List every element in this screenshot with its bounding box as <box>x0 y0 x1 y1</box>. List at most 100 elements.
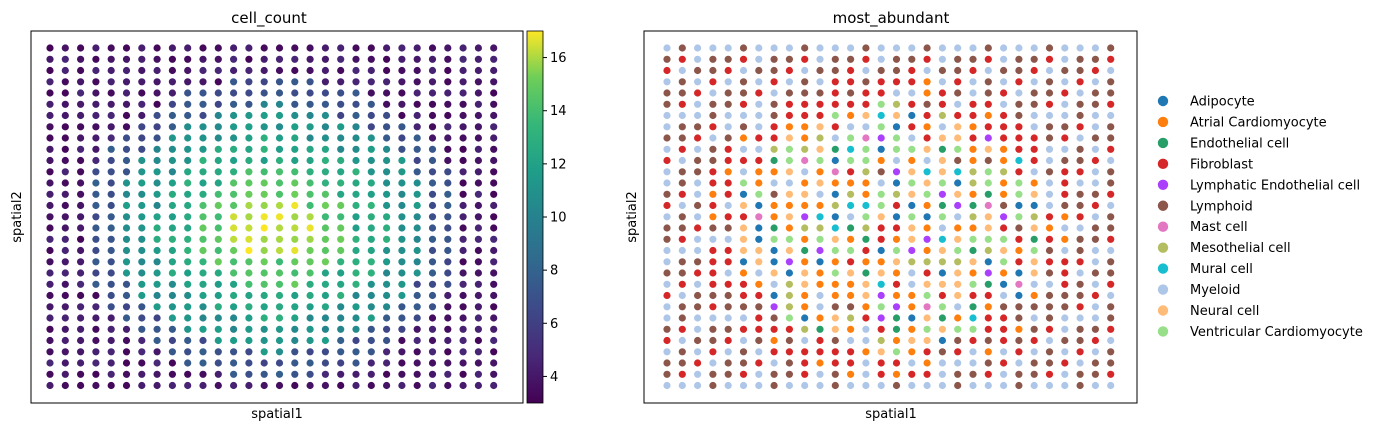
cell-count-point <box>367 224 375 232</box>
most-abundant-point <box>801 78 809 86</box>
most-abundant-point <box>678 314 686 322</box>
most-abundant-point <box>785 336 794 345</box>
most-abundant-point <box>739 314 748 322</box>
cell-count-point <box>214 156 222 165</box>
cell-count-point <box>77 258 85 266</box>
most-abundant-point <box>1045 66 1054 75</box>
cell-count-point <box>245 123 253 131</box>
legend-marker <box>1157 242 1169 253</box>
cell-count-point <box>444 303 452 311</box>
most-abundant-point <box>709 359 717 367</box>
cell-count-point <box>199 381 207 390</box>
cell-count-point <box>199 100 207 108</box>
cell-count-point <box>337 314 345 322</box>
legend-marker <box>1157 200 1169 211</box>
cell-count-point <box>321 359 329 367</box>
cell-count-point <box>214 100 222 108</box>
cell-count-point <box>367 100 375 108</box>
most-abundant-point <box>1061 168 1069 176</box>
cell-count-point <box>107 201 115 210</box>
cell-count-point <box>383 269 391 277</box>
most-abundant-point <box>877 314 885 322</box>
cell-count-point <box>291 156 299 165</box>
most-abundant-point <box>831 201 839 210</box>
cell-count-point <box>291 179 299 187</box>
cell-count-point <box>444 381 452 390</box>
most-abundant-point <box>1030 190 1038 198</box>
most-abundant-point <box>1107 213 1115 221</box>
cell-count-point <box>214 235 222 243</box>
most-abundant-point <box>663 235 671 243</box>
most-abundant-point <box>1061 359 1069 367</box>
most-abundant-point <box>1107 291 1115 300</box>
cell-count-point <box>61 89 69 97</box>
most-abundant-point <box>694 370 702 378</box>
most-abundant-point <box>694 89 702 97</box>
most-abundant-point <box>801 44 809 52</box>
cell-count-point <box>398 66 406 75</box>
most-abundant-point <box>770 179 778 187</box>
most-abundant-point <box>770 66 778 75</box>
most-abundant-point <box>1061 55 1069 63</box>
most-abundant-point <box>938 381 947 390</box>
cell-count-point <box>367 123 375 131</box>
most-abundant-point <box>908 201 916 210</box>
cell-count-point <box>92 156 100 165</box>
cell-count-point <box>413 224 421 232</box>
cell-count-point <box>413 235 421 243</box>
cell-count-point <box>275 78 284 86</box>
most-abundant-point <box>755 100 763 108</box>
most-abundant-point <box>785 78 794 86</box>
most-abundant-point <box>984 111 992 120</box>
most-abundant-point <box>785 258 794 266</box>
most-abundant-point <box>724 100 732 108</box>
cell-count-point <box>168 168 176 176</box>
most-abundant-point <box>877 224 885 232</box>
most-abundant-point <box>892 134 901 142</box>
most-abundant-point <box>923 145 931 153</box>
cell-count-point <box>474 370 482 378</box>
most-abundant-point <box>724 246 732 255</box>
cell-count-point <box>383 235 391 243</box>
most-abundant-point <box>877 145 885 153</box>
cell-count-point <box>459 55 467 63</box>
cell-count-point <box>398 179 406 187</box>
most-abundant-point <box>663 258 671 266</box>
cell-count-point <box>77 381 85 390</box>
cell-count-point <box>337 213 345 221</box>
most-abundant-point <box>663 201 671 210</box>
most-abundant-point <box>1030 258 1038 266</box>
cell-count-point <box>352 190 360 198</box>
cell-count-point <box>383 291 391 300</box>
cell-count-point <box>398 201 406 210</box>
most-abundant-point <box>694 280 702 288</box>
cell-count-point <box>490 370 498 378</box>
cell-count-point <box>46 134 54 142</box>
cell-count-point <box>459 224 467 232</box>
most-abundant-point <box>862 134 870 142</box>
most-abundant-point <box>755 336 763 345</box>
most-abundant-point <box>1107 134 1115 142</box>
cell-count-point <box>230 314 238 322</box>
cell-count-point <box>398 156 406 165</box>
cell-count-point <box>291 111 299 120</box>
most-abundant-point <box>1045 303 1054 311</box>
cell-count-point <box>138 325 146 333</box>
cell-count-point <box>122 78 131 86</box>
cell-count-point <box>474 348 482 356</box>
cell-count-point <box>230 55 238 63</box>
cell-count-point <box>77 213 85 221</box>
cell-count-point <box>383 336 391 345</box>
most-abundant-point <box>694 201 702 210</box>
cell-count-point <box>490 348 498 356</box>
most-abundant-point <box>938 55 947 63</box>
most-abundant-point <box>785 55 794 63</box>
most-abundant-point <box>770 359 778 367</box>
most-abundant-point <box>785 168 794 176</box>
cell-count-point <box>474 100 482 108</box>
most-abundant-ylabel: spatial2 <box>625 191 640 243</box>
most-abundant-point <box>954 336 962 345</box>
most-abundant-point <box>1061 246 1069 255</box>
cell-count-point <box>199 179 207 187</box>
cell-count-point <box>321 156 329 165</box>
